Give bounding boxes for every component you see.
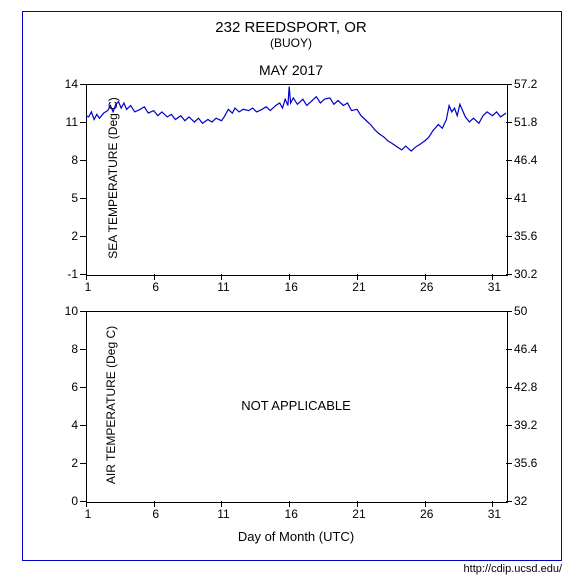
air-temp-chart-ytick-r-label: 32 [514,494,527,508]
air-temp-chart-xtick-label: 16 [281,507,301,521]
air-temp-chart-ytick-l [80,387,86,388]
air-temp-chart-ytick-l-label: 8 [71,342,78,356]
air-temp-chart-ytick-l [80,349,86,350]
air-temp-chart-ytick-l-label: 2 [71,456,78,470]
air-temp-chart-xtick-label: 21 [349,507,369,521]
air-temp-chart-ytick-r-label: 39.2 [514,418,537,432]
air-temp-chart-ytick-r-label: 50 [514,304,527,318]
air-temp-chart-xtick-label: 11 [213,507,233,521]
air-temp-chart-ytick-r [506,501,512,502]
air-temp-chart-ytick-l [80,311,86,312]
air-temp-chart-xtick-label: 6 [146,507,166,521]
air-temp-chart-ytick-l-label: 0 [71,494,78,508]
air-temp-chart-ytick-r-label: 35.6 [514,456,537,470]
air-temp-chart-na-text: NOT APPLICABLE [86,398,506,413]
air-temp-chart-xtick-label: 1 [78,507,98,521]
air-temp-chart-ytick-r [506,425,512,426]
air-temp-chart-ytick-l [80,425,86,426]
air-temp-chart-ytick-l-label: 6 [71,380,78,394]
air-temp-chart-ytick-r [506,311,512,312]
air-temp-chart-ytick-l-label: 10 [65,304,78,318]
air-temp-chart-ytick-r [506,387,512,388]
sea-temp-chart-line [86,87,506,152]
air-temp-chart-xtick-label: 31 [484,507,504,521]
footer-url: http://cdip.ucsd.edu/ [442,563,562,575]
air-temp-chart-ytick-r [506,463,512,464]
air-temp-chart-ytick-l [80,501,86,502]
air-temp-chart-ytick-r-label: 46.4 [514,342,537,356]
air-temp-chart-ytick-l-label: 4 [71,418,78,432]
air-temp-chart-ytick-r [506,349,512,350]
air-temp-chart-ytick-l [80,463,86,464]
air-temp-chart-xtick-label: 26 [417,507,437,521]
air-temp-chart-ytick-r-label: 42.8 [514,380,537,394]
xaxis-label: Day of Month (UTC) [86,529,506,544]
